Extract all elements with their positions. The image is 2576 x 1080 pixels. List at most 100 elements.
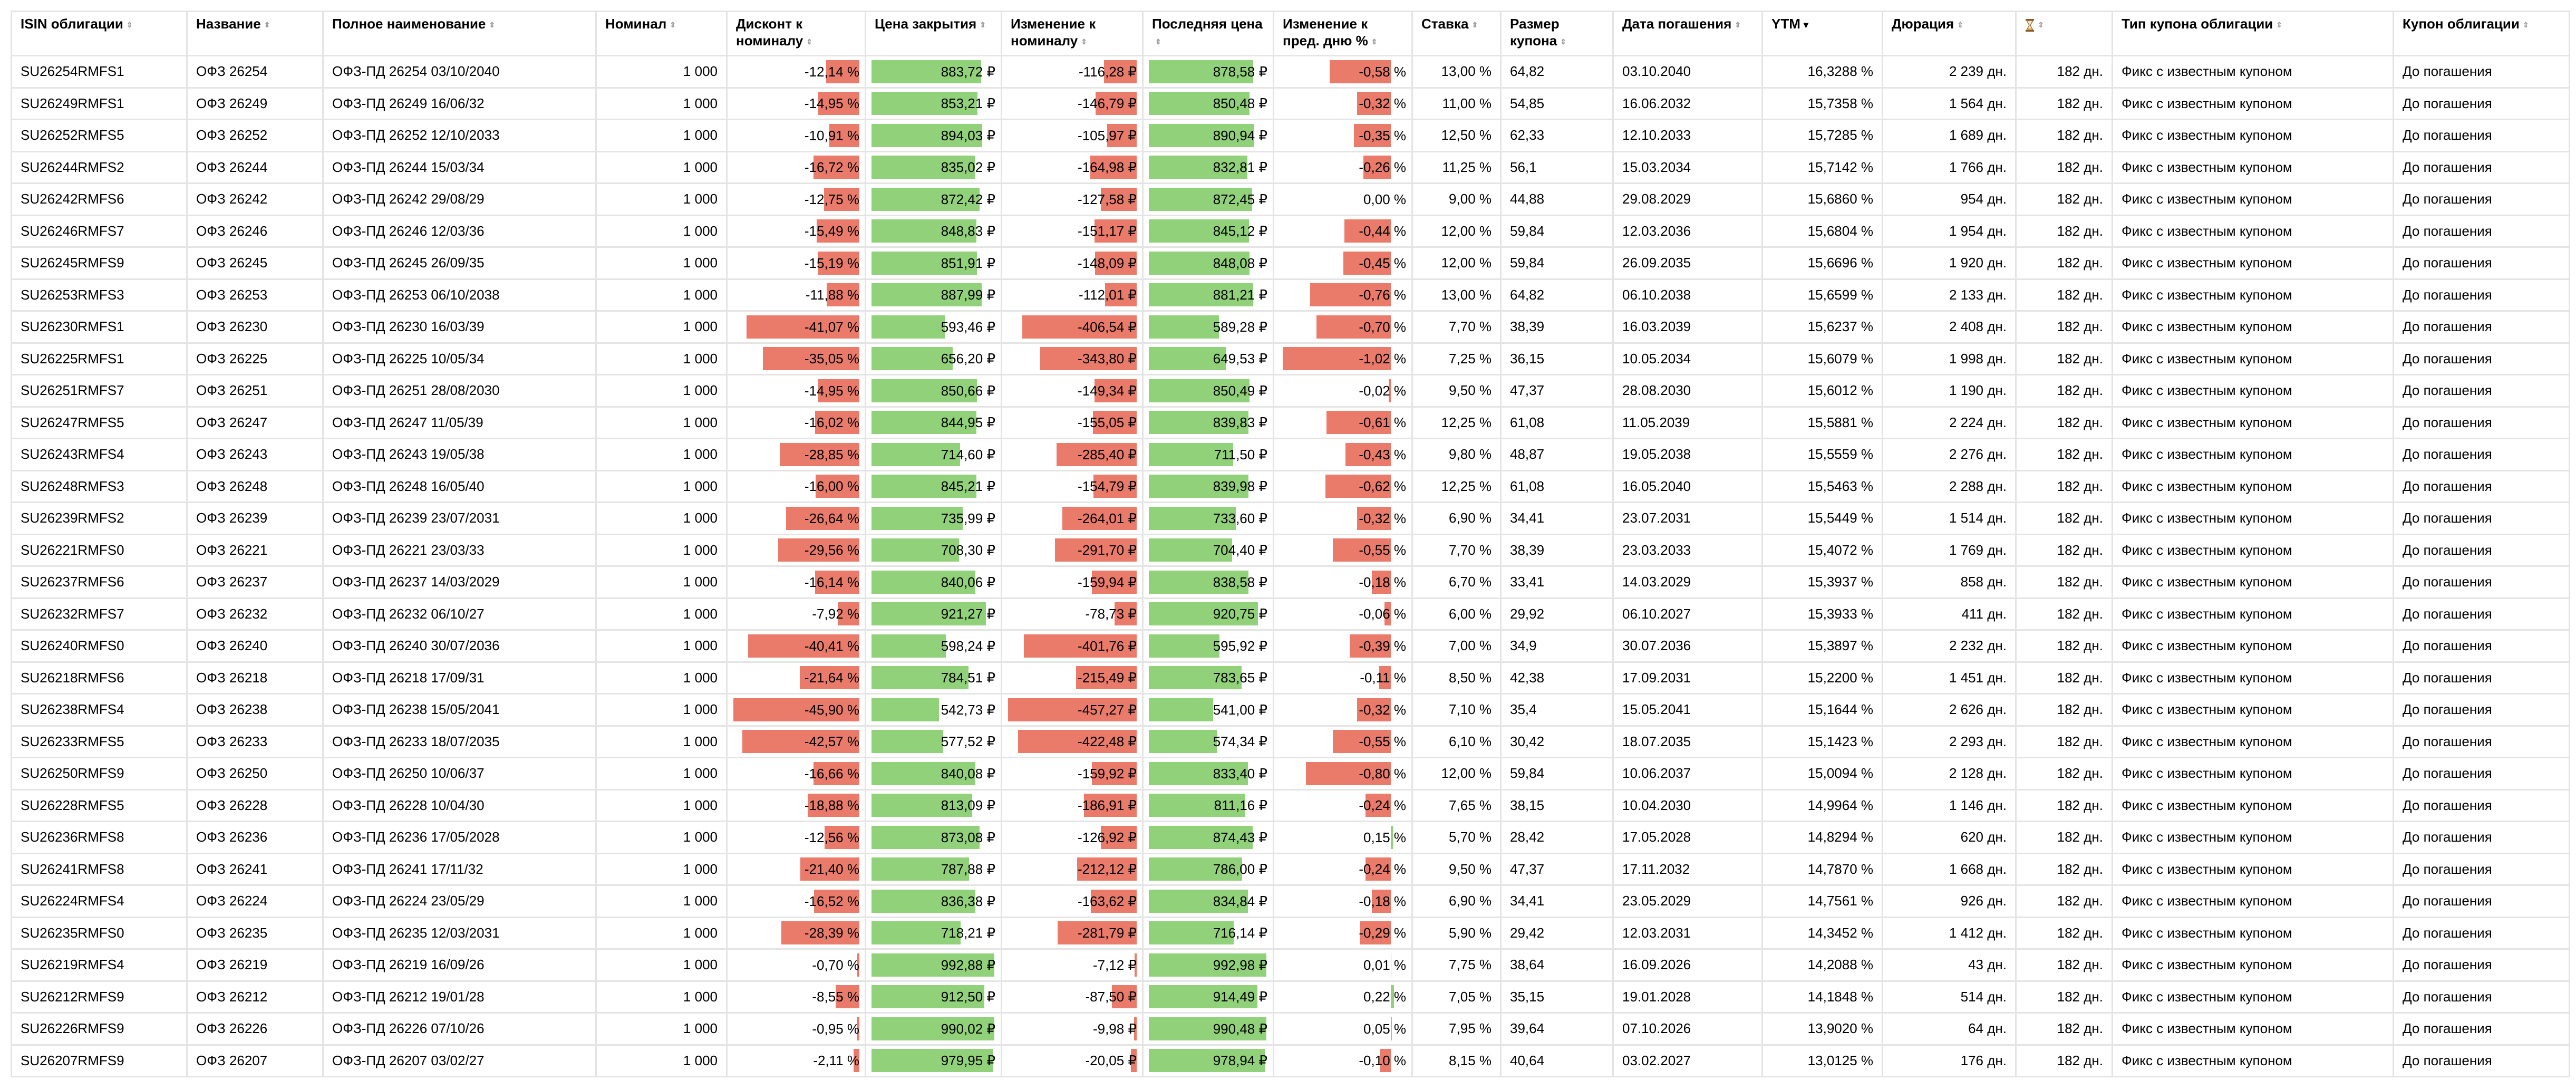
table-row[interactable]: SU26241RMFS8 ОФЗ 26241 ОФЗ-ПД 26241 17/11/… xyxy=(11,853,2570,886)
discount-cell-value: -40,41 % xyxy=(804,638,859,654)
table-row[interactable]: SU26232RMFS7 ОФЗ 26232 ОФЗ-ПД 26232 06/10/… xyxy=(11,598,2570,631)
table-row[interactable]: SU26248RMFS3 ОФЗ 26248 ОФЗ-ПД 26248 16/05/… xyxy=(11,470,2570,503)
coupon-type-cell: Фикс с известным купоном xyxy=(2112,311,2394,344)
header-label: Полное наименование xyxy=(332,16,486,32)
table-row[interactable]: SU26224RMFS4 ОФЗ 26224 ОФЗ-ПД 26224 23/05/… xyxy=(11,885,2570,918)
close-price-cell-bar xyxy=(871,442,960,466)
last-price-cell-bar xyxy=(1149,219,1250,243)
last-price-cell-bar xyxy=(1149,187,1253,211)
close-price-cell-bar xyxy=(871,187,980,211)
header-nominal[interactable]: Номинал ⇕ xyxy=(596,11,728,56)
change-to-nominal-cell-value: -9,98 ₽ xyxy=(1092,1020,1137,1037)
sort-icon: ⇕ xyxy=(670,21,676,30)
last-price-cell-bar xyxy=(1149,666,1242,690)
table-row[interactable]: SU26245RMFS9 ОФЗ 26245 ОФЗ-ПД 26245 26/09/… xyxy=(11,247,2570,280)
table-row[interactable]: SU26233RMFS5 ОФЗ 26233 ОФЗ-ПД 26233 18/07/… xyxy=(11,726,2570,758)
header-close-price[interactable]: Цена закрытия ⇕ xyxy=(865,11,1002,56)
table-row[interactable]: SU26219RMFS4 ОФЗ 26219 ОФЗ-ПД 26219 16/09/… xyxy=(11,949,2570,982)
header-coupon-type[interactable]: Тип купона облигации ⇕ xyxy=(2112,11,2394,56)
header-ytm[interactable]: YTM ▾ xyxy=(1762,11,1883,56)
coupon-type-cell: Фикс с известным купоном xyxy=(2112,662,2394,695)
full-name-cell: ОФЗ-ПД 26238 15/05/2041 xyxy=(323,693,597,727)
table-row[interactable]: SU26242RMFS6 ОФЗ 26242 ОФЗ-ПД 26242 29/08/… xyxy=(11,183,2570,216)
table-row[interactable]: SU26235RMFS0 ОФЗ 26235 ОФЗ-ПД 26235 12/03/… xyxy=(11,917,2570,950)
close-price-cell-bar xyxy=(871,985,985,1009)
header-duration[interactable]: Дюрация ⇕ xyxy=(1882,11,2017,56)
rate-cell: 12,25 % xyxy=(1412,407,1502,439)
change-prev-day-cell-value: -0,44 % xyxy=(1359,223,1406,239)
table-row[interactable]: SU26247RMFS5 ОФЗ 26247 ОФЗ-ПД 26247 11/05/… xyxy=(11,407,2570,439)
table-row[interactable]: SU26226RMFS9 ОФЗ 26226 ОФЗ-ПД 26226 07/10/… xyxy=(11,1012,2570,1046)
coupon-cell: До погашения xyxy=(2393,502,2570,535)
discount-cell: -14,95 % xyxy=(727,88,866,120)
duration-cell: 2 224 дн. xyxy=(1882,407,2017,439)
change-to-nominal-cell: -154,79 ₽ xyxy=(1001,470,1144,503)
last-price-cell: 890,94 ₽ xyxy=(1142,119,1274,152)
table-row[interactable]: SU26249RMFS1 ОФЗ 26249 ОФЗ-ПД 26249 16/06/… xyxy=(11,88,2570,120)
header-isin[interactable]: ISIN облигации ⇕ xyxy=(11,11,188,56)
change-prev-day-cell-bar xyxy=(1379,666,1391,690)
header-name[interactable]: Название ⇕ xyxy=(187,11,324,56)
duration-cell: 1 668 дн. xyxy=(1882,853,2017,886)
header-change-to-nominal[interactable]: Изменение к номиналу ⇕ xyxy=(1001,11,1144,56)
table-row[interactable]: SU26244RMFS2 ОФЗ 26244 ОФЗ-ПД 26244 15/03/… xyxy=(11,151,2570,184)
header-label: Тип купона облигации xyxy=(2122,16,2273,32)
discount-cell-bar xyxy=(853,1049,859,1073)
nominal-cell: 1 000 xyxy=(596,821,728,854)
table-row[interactable]: SU26218RMFS6 ОФЗ 26218 ОФЗ-ПД 26218 17/09/… xyxy=(11,662,2570,695)
table-row[interactable]: SU26246RMFS7 ОФЗ 26246 ОФЗ-ПД 26246 12/03/… xyxy=(11,215,2570,248)
last-price-cell-value: 833,40 ₽ xyxy=(1213,765,1267,782)
close-price-cell-bar xyxy=(871,794,973,817)
duration-cell: 858 дн. xyxy=(1882,566,2017,599)
close-price-cell-value: 784,51 ₽ xyxy=(941,670,995,686)
table-row[interactable]: SU26207RMFS9 ОФЗ 26207 ОФЗ-ПД 26207 03/02/… xyxy=(11,1045,2570,1077)
last-price-cell: 978,94 ₽ xyxy=(1142,1045,1274,1077)
maturity-date-cell: 11.05.2039 xyxy=(1613,407,1763,439)
change-to-nominal-cell-value: -422,48 ₽ xyxy=(1078,734,1137,750)
table-row[interactable]: SU26251RMFS7 ОФЗ 26251 ОФЗ-ПД 26251 28/08/… xyxy=(11,374,2570,408)
header-full-name[interactable]: Полное наименование ⇕ xyxy=(323,11,597,56)
header-change-prev-day[interactable]: Изменение к пред. дню % ⇕ xyxy=(1273,11,1413,56)
close-price-cell-value: 990,02 ₽ xyxy=(941,1020,995,1037)
table-row[interactable]: SU26252RMFS5 ОФЗ 26252 ОФЗ-ПД 26252 12/10/… xyxy=(11,119,2570,152)
table-row[interactable]: SU26230RMFS1 ОФЗ 26230 ОФЗ-ПД 26230 16/03/… xyxy=(11,311,2570,344)
header-discount[interactable]: Дисконт к номиналу ⇕ xyxy=(727,11,866,56)
table-row[interactable]: SU26238RMFS4 ОФЗ 26238 ОФЗ-ПД 26238 15/05/… xyxy=(11,693,2570,727)
table-row[interactable]: SU26225RMFS1 ОФЗ 26225 ОФЗ-ПД 26225 10/05/… xyxy=(11,343,2570,375)
close-price-cell-bar xyxy=(871,921,961,945)
coupon-cell: До погашения xyxy=(2393,726,2570,758)
table-row[interactable]: SU26240RMFS0 ОФЗ 26240 ОФЗ-ПД 26240 30/07/… xyxy=(11,630,2570,663)
table-row[interactable]: SU26243RMFS4 ОФЗ 26243 ОФЗ-ПД 26243 19/05/… xyxy=(11,438,2570,471)
header-label: YTM xyxy=(1771,16,1800,32)
close-price-cell-value: 577,52 ₽ xyxy=(941,734,995,750)
table-row[interactable]: SU26237RMFS6 ОФЗ 26237 ОФЗ-ПД 26237 14/03/… xyxy=(11,566,2570,599)
table-row[interactable]: SU26254RMFS1 ОФЗ 26254 ОФЗ-ПД 26254 03/10/… xyxy=(11,55,2570,89)
header-rate[interactable]: Ставка ⇕ xyxy=(1412,11,1502,56)
last-price-cell-bar xyxy=(1149,1017,1266,1040)
name-cell: ОФЗ 26251 xyxy=(187,374,324,408)
discount-cell-bar xyxy=(815,475,859,498)
close-price-cell-bar xyxy=(871,953,995,977)
ytm-cell: 15,6012 % xyxy=(1762,374,1883,408)
change-prev-day-cell-value: -0,32 % xyxy=(1359,510,1406,526)
close-price-cell: 593,46 ₽ xyxy=(865,311,1002,344)
maturity-date-cell: 15.03.2034 xyxy=(1613,151,1763,184)
last-price-cell-value: 786,00 ₽ xyxy=(1213,861,1267,878)
table-row[interactable]: SU26212RMFS9 ОФЗ 26212 ОФЗ-ПД 26212 19/01/… xyxy=(11,981,2570,1014)
header-last-price[interactable]: Последняя цена ⇕ xyxy=(1142,11,1274,56)
table-row[interactable]: SU26250RMFS9 ОФЗ 26250 ОФЗ-ПД 26250 10/06/… xyxy=(11,757,2570,790)
table-row[interactable]: SU26236RMFS8 ОФЗ 26236 ОФЗ-ПД 26236 17/05/… xyxy=(11,821,2570,854)
header-coupon[interactable]: Купон облигации ⇕ xyxy=(2393,11,2570,56)
nominal-cell: 1 000 xyxy=(596,662,728,695)
table-row[interactable]: SU26221RMFS0 ОФЗ 26221 ОФЗ-ПД 26221 23/03/… xyxy=(11,534,2570,567)
table-row[interactable]: SU26253RMFS3 ОФЗ 26253 ОФЗ-ПД 26253 06/10/… xyxy=(11,279,2570,312)
header-coupon-size[interactable]: Размер купона ⇕ xyxy=(1500,11,1614,56)
maturity-date-cell: 29.08.2029 xyxy=(1613,183,1763,216)
maturity-date-cell: 23.03.2033 xyxy=(1613,534,1763,567)
table-row[interactable]: SU26228RMFS5 ОФЗ 26228 ОФЗ-ПД 26228 10/04/… xyxy=(11,789,2570,822)
header-maturity-date[interactable]: Дата погашения ⇕ xyxy=(1613,11,1763,56)
table-row[interactable]: SU26239RMFS2 ОФЗ 26239 ОФЗ-ПД 26239 23/07/… xyxy=(11,502,2570,535)
change-to-nominal-cell-bar xyxy=(1024,634,1137,658)
header-coupon-period[interactable]: ⇕ xyxy=(2016,11,2113,56)
nominal-cell: 1 000 xyxy=(596,949,728,982)
